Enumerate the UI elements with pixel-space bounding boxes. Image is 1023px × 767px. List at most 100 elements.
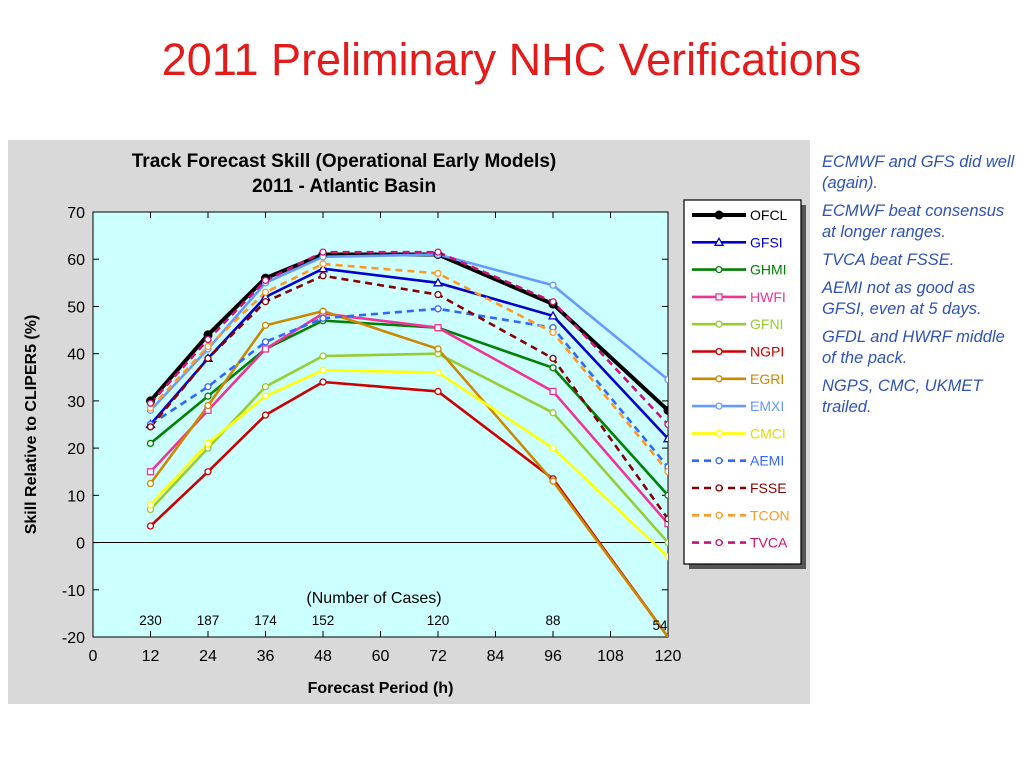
series-point-gfsi	[317, 263, 329, 273]
x-tick-label: 12	[142, 648, 160, 665]
series-point-ngpi	[319, 378, 327, 386]
series-point-gfsi	[713, 236, 725, 246]
series-point-cmci	[549, 444, 557, 452]
legend-label: AEMI	[750, 453, 784, 469]
note-item: TVCA beat FSSE.	[822, 251, 955, 269]
x-tick-label: 48	[314, 648, 332, 665]
series-point-tcon	[715, 511, 723, 519]
series-point-tvca	[204, 335, 212, 344]
series-point-tvca	[664, 420, 668, 429]
series-point-egri	[434, 345, 442, 353]
series-group	[145, 248, 668, 637]
note-item: AEMI not as good as GFSI, even at 5 days…	[822, 279, 982, 318]
series-point-ngpi	[204, 468, 212, 476]
series-point-tcon	[434, 269, 442, 278]
note-item: GFDL and HWRF middle of the pack.	[822, 328, 1005, 367]
series-point-hwfi	[715, 293, 723, 301]
y-tick-label: 40	[67, 347, 85, 364]
series-point-tvca	[549, 298, 557, 306]
series-point-gfni	[319, 352, 327, 360]
series-point-tcon	[261, 288, 270, 296]
series-point-aemi	[715, 457, 723, 465]
y-tick-label: -20	[62, 630, 85, 647]
legend-label: TCON	[750, 507, 790, 523]
y-tick-label: 20	[67, 441, 85, 458]
series-point-ngpi	[146, 522, 155, 530]
x-tick-label: 60	[372, 648, 390, 665]
x-tick-label: 96	[544, 648, 562, 665]
y-tick-label: 0	[76, 536, 85, 553]
series-point-hwfi	[664, 520, 668, 528]
note-item: ECMWF and GFS did well (again).	[822, 153, 1015, 192]
series-point-ngpi	[434, 387, 442, 396]
chart-title: Track Forecast Skill (Operational Early …	[132, 151, 557, 172]
x-tick-label: 72	[429, 648, 447, 665]
cases-label: (Number of Cases)	[306, 590, 441, 607]
series-point-emxi	[715, 402, 723, 410]
series-point-gfni	[664, 538, 668, 547]
plot-area	[92, 211, 669, 638]
legend-label: TVCA	[750, 535, 788, 551]
series-point-hwfi	[434, 324, 442, 332]
x-tick-label: 24	[199, 648, 217, 665]
series-point-egri	[319, 307, 327, 315]
legend-label: HWFI	[750, 289, 786, 305]
series-point-egri	[715, 375, 723, 383]
note-item: NGPS, CMC, UKMET trailed.	[822, 377, 983, 416]
series-point-egri	[261, 321, 270, 329]
series-point-tcon	[549, 328, 557, 337]
case-count: 174	[254, 613, 277, 628]
series-point-ghmi	[664, 491, 668, 499]
series-point-cmci	[664, 553, 668, 561]
series-point-fsse	[549, 354, 557, 363]
series-point-gfni	[549, 409, 557, 417]
case-count: 152	[312, 613, 335, 628]
note-item: ECMWF beat consensus at longer ranges.	[822, 202, 1005, 241]
series-point-cmci	[319, 366, 327, 374]
series-point-ghmi	[146, 439, 155, 448]
y-tick-label: 60	[67, 252, 85, 269]
series-point-gfsi	[662, 433, 668, 443]
series-point-aemi	[434, 305, 442, 313]
series-point-gfsi	[432, 277, 444, 287]
legend-label: CMCI	[750, 425, 786, 441]
series-point-hwfi	[549, 387, 557, 396]
series-point-fsse	[146, 423, 155, 431]
series-point-tcon	[204, 342, 212, 351]
series-point-tvca	[715, 538, 723, 547]
x-tick-label: 0	[89, 648, 98, 665]
series-point-ghmi	[549, 364, 557, 372]
series-point-fsse	[261, 298, 270, 306]
case-count: 230	[139, 613, 162, 628]
series-point-egri	[204, 401, 212, 410]
series-point-hwfi	[146, 468, 155, 476]
series-point-ofcl	[714, 210, 724, 220]
notes-panel: ECMWF and GFS did well (again). ECMWF be…	[822, 152, 1018, 425]
series-point-fsse	[204, 354, 212, 363]
series-point-egri	[549, 477, 557, 485]
case-count: 54	[652, 618, 668, 633]
series-point-hwfi	[261, 345, 270, 353]
y-tick-label: -10	[62, 583, 85, 600]
slide-title: 2011 Preliminary NHC Verifications	[161, 34, 862, 85]
series-point-aemi	[204, 383, 212, 391]
legend-label: EMXI	[750, 398, 784, 414]
track-skill-chart: Track Forecast Skill (Operational Early …	[8, 140, 810, 704]
series-point-ghmi	[715, 265, 723, 274]
series-point-gfni	[261, 383, 270, 391]
series-point-aemi	[261, 338, 270, 346]
series-point-tvca	[434, 248, 442, 256]
series-point-ofcl	[663, 405, 668, 415]
legend-label: GFNI	[750, 316, 783, 332]
series-point-emxi	[664, 375, 668, 384]
chart-subtitle: 2011 - Atlantic Basin	[252, 176, 436, 197]
x-tick-label: 120	[655, 648, 682, 665]
case-count: 120	[427, 613, 450, 628]
series-point-cmci	[715, 429, 723, 438]
legend-box	[683, 199, 802, 565]
series-point-egri	[146, 479, 155, 488]
y-tick-label: 10	[67, 488, 85, 505]
series-point-fsse	[434, 290, 442, 299]
series-point-aemi	[319, 314, 327, 322]
legend-label: GFSI	[750, 234, 783, 250]
